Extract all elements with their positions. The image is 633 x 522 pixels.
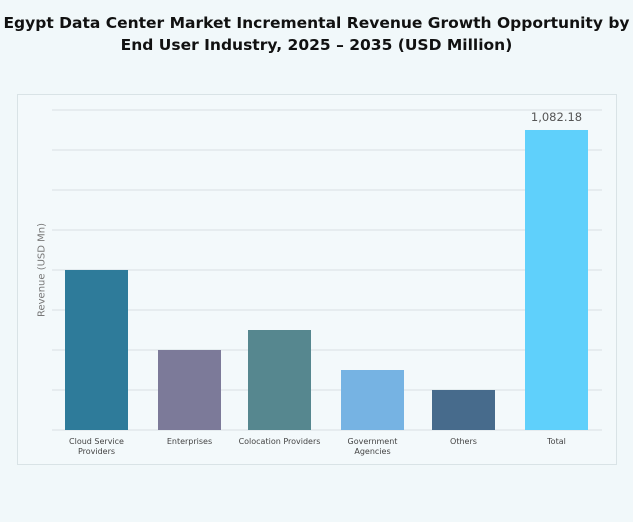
- chart-title: Egypt Data Center Market Incremental Rev…: [3, 14, 630, 54]
- bar-1: [158, 349, 221, 430]
- x-tick-label: Enterprises: [167, 437, 212, 446]
- data-label: 1,082.18: [531, 110, 582, 124]
- x-tick-label: Government: [348, 437, 398, 446]
- bar-2: [248, 330, 311, 430]
- x-tick-label: Agencies: [354, 447, 390, 456]
- x-tick-label: Total: [546, 437, 566, 446]
- x-tick-label: Cloud Service: [69, 437, 124, 446]
- bar-5: [525, 129, 588, 431]
- x-tick-label: Providers: [78, 447, 115, 456]
- x-tick-label: Colocation Providers: [239, 437, 321, 446]
- bar-3: [341, 370, 404, 430]
- bar-0: [65, 269, 128, 430]
- x-tick-label: Others: [450, 437, 477, 446]
- bar-4: [432, 389, 495, 430]
